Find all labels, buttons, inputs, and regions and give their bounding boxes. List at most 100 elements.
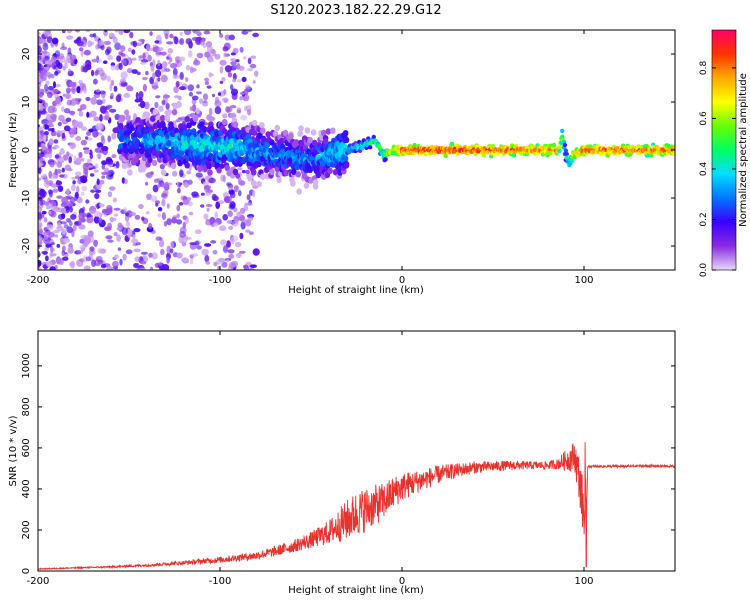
heatmap-cell: [47, 231, 55, 238]
heatmap-cell: [232, 168, 239, 176]
snr-series-line: [38, 442, 675, 571]
heatmap-cell: [163, 94, 171, 99]
y-tick-label: 400: [21, 479, 32, 498]
heatmap-cell: [38, 259, 42, 266]
heatmap-cell: [45, 80, 50, 85]
heatmap-cell: [81, 126, 88, 131]
heatmap-cell: [230, 84, 234, 91]
heatmap-cell: [218, 200, 225, 205]
heatmap-cell: [160, 51, 167, 56]
heatmap-cell: [208, 177, 216, 184]
heatmap-cell: [63, 108, 71, 114]
heatmap-cell: [218, 257, 226, 263]
heatmap-cell: [179, 38, 185, 45]
heatmap-cell: [46, 224, 54, 230]
heatmap-cell: [45, 59, 52, 66]
heatmap-cell: [161, 198, 166, 207]
heatmap-cell: [99, 105, 107, 114]
heatmap-cell: [330, 127, 336, 134]
heatmap-cell: [95, 43, 100, 50]
heatmap-cell: [60, 46, 68, 50]
heatmap-cell: [68, 156, 72, 164]
heatmap-cell: [56, 130, 62, 138]
heatmap-cell: [179, 149, 185, 157]
heatmap-cell: [64, 164, 71, 171]
heatmap-cell: [96, 185, 102, 190]
heatmap-cell: [57, 62, 63, 69]
heatmap-cell: [86, 131, 91, 136]
heatmap-cell: [52, 88, 59, 93]
heatmap-cell: [61, 252, 65, 256]
heatmap-cell: [47, 33, 53, 38]
heatmap-cell: [143, 101, 150, 110]
heatmap-cell: [195, 107, 200, 115]
heatmap-cell: [132, 40, 138, 48]
heatmap-cell: [174, 36, 179, 45]
heatmap-cell: [53, 65, 59, 70]
heatmap-cell: [265, 131, 272, 138]
heatmap-cell: [55, 96, 62, 105]
heatmap-cell: [588, 144, 593, 149]
heatmap-cell: [295, 171, 302, 178]
heatmap-cell: [250, 179, 257, 187]
heatmap-cell: [69, 196, 76, 204]
heatmap-cell: [322, 138, 329, 145]
heatmap-cell: [205, 204, 213, 207]
heatmap-cell: [226, 220, 233, 224]
heatmap-cell: [70, 59, 75, 67]
heatmap-cell: [485, 150, 490, 155]
heatmap-cell: [88, 164, 94, 168]
heatmap-cell: [54, 234, 59, 238]
heatmap-cell: [200, 204, 205, 208]
heatmap-cell: [126, 85, 133, 91]
heatmap-cell: [215, 201, 221, 209]
heatmap-cell: [43, 232, 49, 241]
heatmap-cell: [91, 259, 97, 268]
heatmap-cell: [45, 71, 51, 76]
heatmap-cell: [138, 91, 144, 99]
heatmap-cell: [149, 266, 154, 270]
heatmap-cell: [51, 205, 59, 212]
heatmap-cell: [38, 138, 43, 142]
heatmap-cell: [42, 134, 47, 143]
heatmap-cell: [151, 252, 158, 260]
heatmap-cell: [38, 202, 44, 209]
heatmap-cell: [159, 136, 165, 143]
heatmap-cell: [224, 65, 232, 73]
heatmap-cell: [179, 56, 186, 62]
heatmap-cell: [64, 253, 69, 258]
heatmap-cell: [120, 53, 126, 57]
heatmap-cell: [187, 179, 193, 185]
heatmap-cell: [134, 142, 140, 149]
heatmap-cell: [89, 246, 95, 252]
heatmap-cell: [188, 91, 193, 97]
heatmap-cell: [133, 228, 141, 233]
heatmap-cell: [159, 265, 165, 270]
heatmap-cell: [192, 104, 197, 112]
heatmap-cell: [136, 71, 141, 76]
heatmap-cell: [74, 97, 79, 102]
heatmap-cell: [252, 185, 259, 189]
heatmap-cell: [104, 226, 112, 231]
heatmap-cell: [161, 99, 166, 106]
heatmap-cell: [649, 153, 654, 158]
heatmap-cell: [46, 239, 51, 244]
heatmap-cell: [269, 168, 275, 176]
heatmap-cell: [82, 255, 88, 263]
heatmap-cell: [242, 96, 248, 101]
heatmap-cell: [179, 169, 184, 177]
heatmap-cell: [119, 258, 123, 266]
heatmap-cell: [246, 68, 253, 72]
heatmap-cell: [179, 31, 183, 36]
heatmap-cell: [203, 185, 211, 190]
heatmap-cell: [511, 153, 517, 158]
heatmap-cell: [201, 248, 209, 256]
heatmap-cell: [109, 216, 114, 223]
heatmap-cell: [245, 104, 252, 112]
heatmap-cell: [43, 201, 48, 206]
heatmap-cell: [101, 171, 108, 176]
heatmap-cell: [150, 65, 155, 72]
heatmap-cell: [107, 239, 114, 243]
heatmap-cell: [228, 225, 234, 230]
heatmap-cell: [206, 163, 212, 170]
